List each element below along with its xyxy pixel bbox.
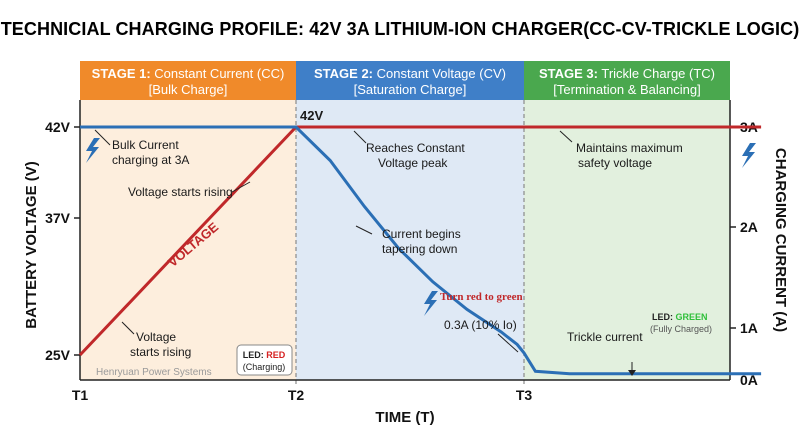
safety-note-line2: safety voltage: [578, 156, 652, 170]
tapering-note-line1: Current begins: [382, 227, 461, 241]
y-tick-37v: 37V: [45, 210, 71, 226]
y-right-tick-2a: 2A: [740, 219, 758, 235]
stage-1-title: STAGE 1: Constant Current (CC): [92, 66, 285, 81]
y-tick-25v: 25V: [45, 347, 71, 363]
voltage-rising-leader-top: [231, 181, 251, 193]
voltage-rising-note-bottom-line1: Voltage: [136, 330, 176, 344]
stage-2-subtitle: [Saturation Charge]: [354, 82, 467, 97]
current-10pct-leader: [497, 333, 519, 353]
trickle-note: Trickle current: [567, 330, 643, 344]
stage-1-subtitle: [Bulk Charge]: [149, 82, 228, 97]
stage-3-background: [524, 100, 730, 380]
stage-2-background: [296, 100, 524, 380]
x-tick-t3: T3: [516, 387, 533, 403]
stage-2-header: [296, 61, 524, 100]
lightning-icon: [86, 138, 100, 163]
voltage-rising-leader-bottom: [121, 321, 135, 335]
x-tick-t2: T2: [288, 387, 305, 403]
stage-3-subtitle: [Termination & Balancing]: [553, 82, 700, 97]
voltage-rising-note-bottom-line2: starts rising: [130, 345, 191, 359]
bulk-current-note-line1: Bulk Current: [112, 138, 179, 152]
bulk-current-note-line2: charging at 3A: [112, 153, 189, 167]
safety-leader: [559, 130, 573, 143]
cv-peak-note-line2: Voltage peak: [378, 156, 448, 170]
led-red-status: LED: RED: [243, 350, 286, 360]
bulk-current-leader: [94, 129, 111, 146]
lightning-icon: [424, 291, 438, 316]
turn-red-note: Turn red to green: [440, 291, 523, 303]
x-tick-t1: T1: [72, 387, 89, 403]
safety-note-line1: Maintains maximum: [576, 141, 683, 155]
stage-1-header: [80, 61, 296, 100]
stage-3-title: STAGE 3: Trickle Charge (TC): [539, 66, 715, 81]
current-series-line: [80, 125, 762, 376]
lightning-icon: [742, 143, 756, 168]
voltage-rising-note-top: Voltage starts rising: [128, 185, 233, 199]
led-red-box: [236, 344, 293, 376]
led-green-caption: (Fully Charged): [650, 324, 712, 334]
chart-title: TECHNICIAL CHARGING PROFILE: 42V 3A LITH…: [0, 19, 800, 39]
trickle-arrow-icon: [628, 370, 636, 376]
y-axis-label-left: BATTERY VOLTAGE (V): [23, 161, 40, 329]
stage-2-title: STAGE 2: Constant Voltage (CV): [314, 66, 506, 81]
cv-peak-note-line1: Reaches Constant: [366, 141, 465, 155]
y-right-tick-0a: 0A: [740, 372, 758, 388]
tapering-note-line2: tapering down: [382, 242, 457, 256]
peak-voltage-label: 42V: [300, 108, 323, 123]
y-tick-42v: 42V: [45, 119, 71, 135]
x-axis-label: TIME (T): [375, 409, 434, 426]
led-red-caption: (Charging): [243, 362, 286, 372]
watermark: Henryuan Power Systems: [96, 367, 212, 378]
y-axis-label-right: CHARGING CURRENT (A): [772, 148, 789, 332]
current-10pct-note: 0.3A (10% Io): [444, 318, 517, 332]
stage-3-header: [524, 61, 730, 100]
voltage-series-line: [78, 125, 762, 357]
y-right-tick-1a: 1A: [740, 320, 758, 336]
led-green-status: LED: GREEN: [652, 312, 708, 322]
tapering-leader: [355, 225, 373, 235]
cv-peak-leader: [353, 130, 367, 144]
